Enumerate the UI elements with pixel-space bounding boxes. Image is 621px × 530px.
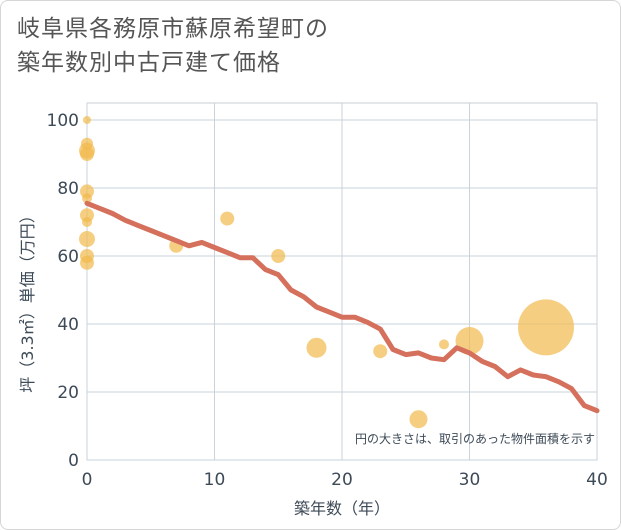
x-tick-label: 30 [459, 470, 481, 490]
x-tick-label: 40 [586, 470, 608, 490]
x-axis-label: 築年数（年） [294, 499, 390, 518]
x-tick-labels: 0 10 20 30 40 [82, 470, 608, 490]
bubble-point [306, 337, 327, 358]
bubble-point [82, 193, 92, 204]
bubble-point [79, 231, 95, 247]
chart-title-line2: 築年数別中古戸建て価格 [17, 50, 281, 76]
bubble-point [82, 217, 92, 227]
bubble-point [80, 255, 94, 270]
y-tick-label: 40 [57, 315, 79, 335]
chart-title-line1: 岐阜県各務原市蘇原希望町の [17, 16, 329, 42]
y-tick-label: 60 [57, 247, 79, 267]
y-tick-labels: 0 20 40 60 80 100 [47, 111, 79, 471]
y-tick-label: 80 [57, 179, 79, 199]
bubble-point [518, 299, 574, 356]
bubble-point [409, 410, 428, 429]
average-price-line [84, 200, 600, 414]
bubble-point [220, 211, 235, 226]
y-tick-label: 0 [68, 451, 79, 471]
y-axis-label: 坪（3.3㎡）単価（万円） [18, 207, 37, 392]
bubble-point [83, 116, 91, 124]
x-tick-label: 0 [82, 470, 93, 490]
chart-title: 岐阜県各務原市蘇原希望町の 築年数別中古戸建て価格 [17, 12, 329, 80]
bubble-size-annotation: 円の大きさは、取引のあった物件面積を示す [355, 431, 595, 446]
bubble-point [439, 339, 449, 350]
x-tick-label: 20 [331, 470, 353, 490]
bubble-point [373, 344, 388, 359]
bubble-point [271, 249, 286, 263]
bubble-point [80, 147, 94, 161]
grid-lines [86, 103, 598, 461]
x-tick-label: 10 [204, 470, 226, 490]
y-tick-label: 100 [47, 111, 79, 131]
y-tick-label: 20 [57, 383, 79, 403]
